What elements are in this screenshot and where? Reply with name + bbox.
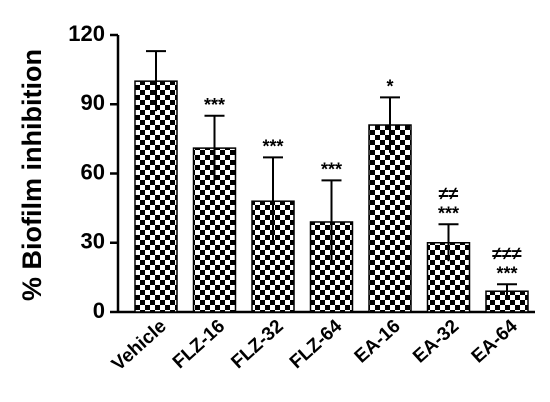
x-tick-label: FLZ-64 (286, 316, 347, 374)
error-bar (146, 50, 166, 112)
y-tick-label: 120 (68, 21, 105, 46)
x-tick-label: FLZ-16 (169, 316, 229, 373)
significance-label: ≠≠ (439, 183, 459, 203)
x-tick-label: EA-16 (351, 316, 405, 368)
significance-label: * (386, 76, 393, 96)
y-tick-label: 60 (81, 159, 105, 184)
error-bar (321, 179, 342, 264)
x-tick-label: Vehicle (108, 316, 171, 375)
significance-label: ≠≠≠ (492, 243, 522, 263)
significance-label: *** (496, 263, 517, 283)
error-bar (438, 223, 459, 262)
error-bar (380, 96, 400, 153)
y-tick-label: 30 (81, 229, 105, 254)
error-bar (263, 156, 283, 246)
error-bar (204, 114, 225, 181)
significance-label: *** (262, 136, 283, 156)
x-tick-label: EA-64 (468, 316, 522, 368)
y-axis-label: % Biofilm inhibition (17, 49, 47, 301)
x-tick-label: FLZ-32 (227, 316, 287, 373)
y-tick-label: 90 (81, 90, 105, 115)
y-tick-label: 0 (93, 298, 105, 323)
significance-label: *** (438, 203, 459, 223)
error-bar (497, 283, 517, 299)
bar (368, 124, 412, 313)
significance-label: *** (204, 95, 225, 115)
x-tick-label: EA-32 (409, 316, 463, 368)
significance-label: *** (321, 159, 342, 179)
bar (134, 80, 178, 313)
